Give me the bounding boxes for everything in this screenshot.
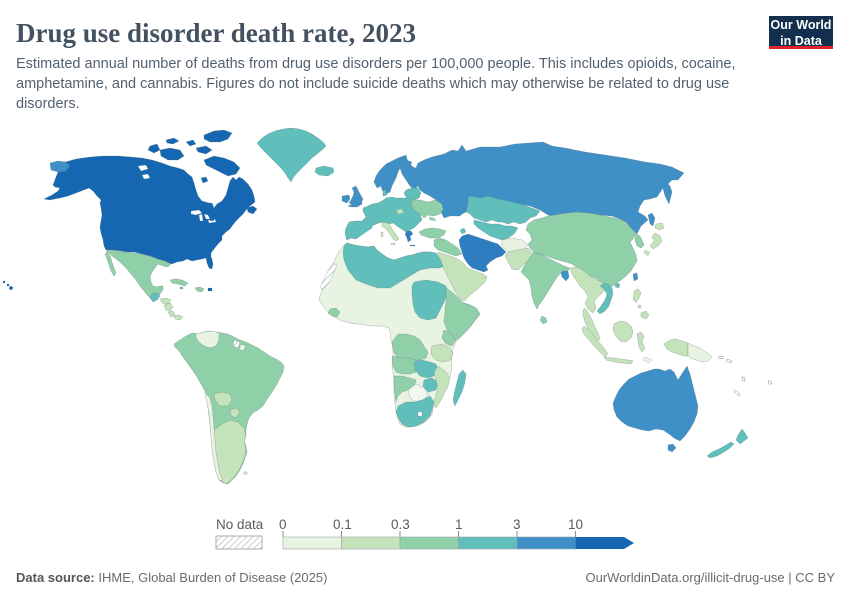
svg-text:1: 1 <box>455 517 463 532</box>
svg-text:0.3: 0.3 <box>391 517 410 532</box>
svg-text:10: 10 <box>568 517 583 532</box>
svg-text:0.1: 0.1 <box>333 517 352 532</box>
svg-text:No data: No data <box>216 517 264 532</box>
svg-text:3: 3 <box>513 517 521 532</box>
svg-text:0: 0 <box>279 517 287 532</box>
